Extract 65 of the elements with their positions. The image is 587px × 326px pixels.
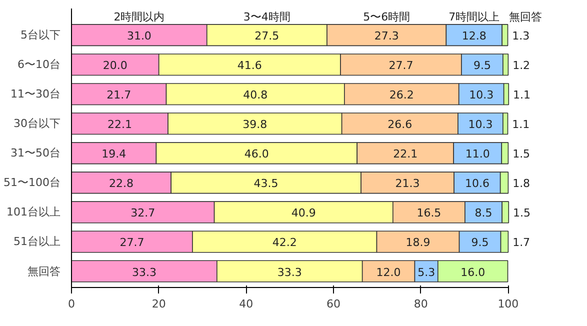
data-label: 1.2 xyxy=(512,59,530,72)
series-label: 5〜6時間 xyxy=(363,10,410,24)
data-label: 16.0 xyxy=(460,266,486,279)
data-label: 1.7 xyxy=(512,236,530,250)
y-tick-label: 31〜50台 xyxy=(10,146,61,160)
y-tick-label: 30台以下 xyxy=(14,117,61,130)
data-label: 10.3 xyxy=(468,118,493,132)
data-label: 1.8 xyxy=(512,177,530,190)
series-label: 7時間以上 xyxy=(448,10,500,24)
data-label: 26.6 xyxy=(388,118,412,132)
data-label: 40.8 xyxy=(243,88,268,102)
data-label: 10.3 xyxy=(469,88,494,102)
data-label: 19.4 xyxy=(102,148,126,161)
data-label: 27.7 xyxy=(120,236,144,250)
data-label: 40.9 xyxy=(291,206,316,220)
y-tick-label: 無回答 xyxy=(28,264,60,278)
data-label: 18.9 xyxy=(406,236,430,250)
data-label: 27.7 xyxy=(388,59,414,72)
data-label: 46.0 xyxy=(244,148,269,161)
x-tick-label: 40 xyxy=(239,298,254,310)
x-tick-label: 80 xyxy=(414,298,428,310)
data-label: 33.3 xyxy=(277,266,302,279)
data-label: 32.7 xyxy=(130,206,156,220)
y-tick-label: 51台以上 xyxy=(14,235,61,248)
data-label: 5.3 xyxy=(418,266,436,279)
data-label: 9.5 xyxy=(471,236,489,250)
x-tick-label: 20 xyxy=(152,298,166,310)
x-tick-label: 0 xyxy=(68,298,75,310)
data-label: 11.0 xyxy=(465,148,490,161)
data-label: 27.3 xyxy=(374,30,399,43)
y-tick-label: 5台以下 xyxy=(20,28,60,42)
data-label: 22.8 xyxy=(109,177,134,190)
y-tick-label: 6〜10台 xyxy=(18,58,61,72)
data-label: 42.2 xyxy=(272,236,297,250)
data-label: 27.5 xyxy=(254,30,280,43)
data-label: 21.3 xyxy=(395,177,420,190)
y-tick-label: 51〜100台 xyxy=(4,176,61,190)
data-label: 12.0 xyxy=(376,266,401,279)
data-label: 1.1 xyxy=(513,88,530,102)
data-label: 31.0 xyxy=(126,30,152,43)
data-label: 26.2 xyxy=(389,88,414,102)
data-label: 16.5 xyxy=(416,206,442,220)
data-label: 20.0 xyxy=(102,59,128,72)
data-label: 10.6 xyxy=(464,177,490,190)
y-tick-label: 11〜30台 xyxy=(10,88,61,101)
y-tick-label: 101台以上 xyxy=(6,206,61,219)
series-label: 3〜4時間 xyxy=(243,10,290,24)
series-label: 無回答 xyxy=(509,10,542,24)
data-label: 1.3 xyxy=(512,30,530,43)
data-label: 41.6 xyxy=(237,59,262,72)
data-label: 1.1 xyxy=(512,118,530,132)
data-label: 22.1 xyxy=(108,118,132,132)
data-label: 1.5 xyxy=(513,206,530,220)
data-label: 39.8 xyxy=(242,118,268,132)
data-label: 9.5 xyxy=(473,59,491,72)
series-label: 2時間以内 xyxy=(114,10,165,24)
data-label: 21.7 xyxy=(106,88,132,102)
data-label: 33.3 xyxy=(132,266,156,279)
data-label: 1.5 xyxy=(512,148,530,161)
data-label: 8.5 xyxy=(474,206,492,220)
x-tick-label: 100 xyxy=(498,298,519,310)
data-label: 12.8 xyxy=(462,30,486,43)
x-tick-label: 60 xyxy=(326,298,341,310)
data-label: 22.1 xyxy=(393,148,418,161)
data-label: 43.5 xyxy=(254,177,278,190)
